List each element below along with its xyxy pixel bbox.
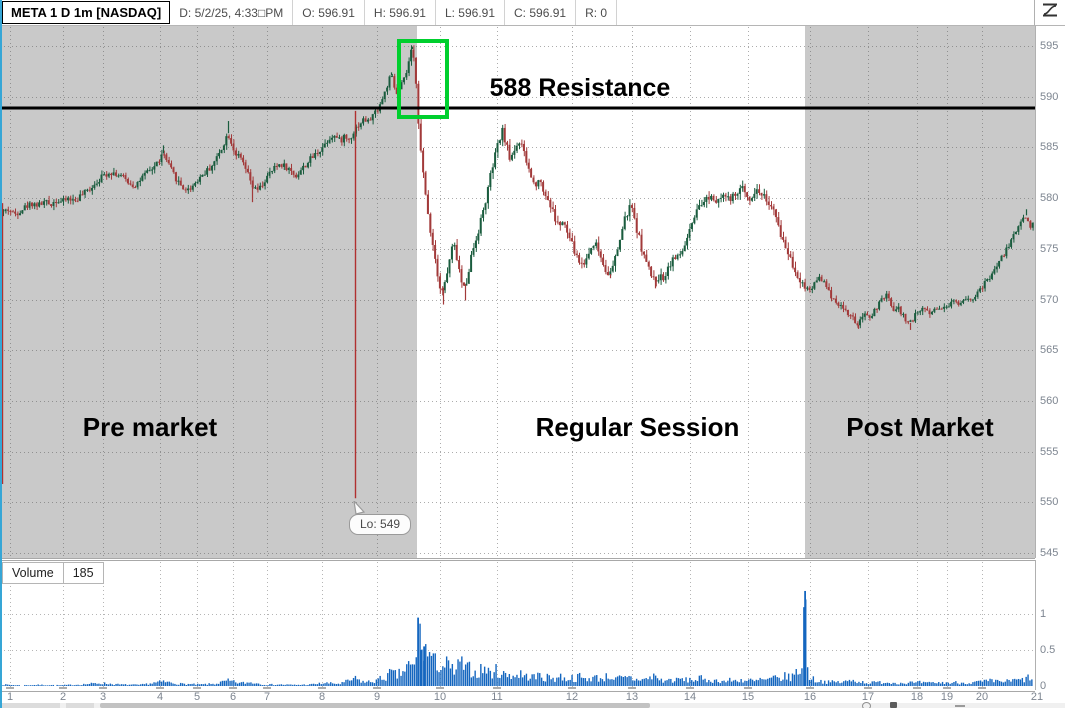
time-axis-tick (568, 687, 576, 689)
volume-chart-canvas[interactable] (0, 560, 1035, 690)
highlight-box-drawing[interactable] (397, 39, 449, 119)
time-axis-tick (913, 687, 921, 689)
postmarket-label-drawing[interactable]: Post Market (846, 412, 994, 442)
time-axis-label: 13 (625, 691, 639, 703)
scrollbar-left-segment-2[interactable] (66, 703, 94, 708)
time-axis-label: 17 (861, 691, 875, 703)
time-axis-tick (806, 687, 814, 689)
price-axis-label: 585 (1040, 141, 1059, 154)
time-axis-tick (99, 687, 107, 689)
auto-scale-button[interactable] (1034, 0, 1065, 26)
time-axis-label: 12 (565, 691, 579, 703)
low-marker-pointer (351, 499, 366, 521)
price-axis-label: 570 (1040, 293, 1059, 306)
ohlc-toolbar: META 1 D 1m [NASDAQ] D: 5/2/25, 4:33□PM … (0, 0, 1035, 26)
time-axis-tick (744, 687, 752, 689)
time-axis-label: 8 (318, 691, 326, 703)
time-axis-tick (943, 687, 951, 689)
date-value: D: 5/2/25, 4:33□PM (170, 0, 294, 25)
low-value: L: 596.91 (436, 0, 506, 25)
volume-axis-label: 0.5 (1040, 644, 1056, 656)
time-axis-label: 9 (373, 691, 381, 703)
price-axis-label: 550 (1040, 496, 1059, 509)
time-axis-label: 11 (491, 691, 503, 703)
time-axis-tick (978, 687, 986, 689)
volume-header: Volume 185 (2, 562, 104, 584)
volume-study-label[interactable]: Volume (2, 562, 64, 584)
time-axis-label: 21 (1030, 691, 1044, 703)
regular-session-label-drawing[interactable]: Regular Session (535, 412, 740, 442)
horizontal-scrollbar-thumb[interactable] (100, 703, 650, 708)
price-axis-label: 595 (1040, 40, 1059, 52)
time-axis-label: 4 (156, 691, 164, 703)
time-axis-tick (59, 687, 67, 689)
time-axis-label: 1 (6, 691, 14, 703)
time-axis-tick (493, 687, 501, 689)
candlestick-chart-canvas[interactable] (0, 25, 1035, 558)
price-axis-label: 545 (1040, 547, 1059, 559)
time-axis-label: 14 (683, 691, 697, 703)
time-axis-tick (628, 687, 636, 689)
price-axis-label: 575 (1040, 242, 1059, 255)
time-axis-label: 15 (741, 691, 755, 703)
price-axis[interactable] (1035, 25, 1065, 558)
time-axis-label: 10 (433, 691, 447, 703)
high-value: H: 596.91 (365, 0, 436, 25)
price-axis-label: 555 (1040, 445, 1059, 458)
time-axis-tick (229, 687, 237, 689)
premarket-label-drawing[interactable]: Pre market (82, 412, 218, 442)
time-axis-label: 20 (975, 691, 989, 703)
price-axis-label: 590 (1040, 90, 1059, 103)
resistance-label-drawing[interactable]: 588 Resistance (489, 74, 671, 102)
symbol-title: META 1 D 1m [NASDAQ] (2, 1, 171, 24)
time-axis-tick (373, 687, 381, 689)
volume-current-value: 185 (63, 562, 104, 584)
scroll-divider-icon (955, 705, 965, 707)
volume-axis[interactable] (1035, 560, 1065, 690)
time-axis-label: 2 (59, 691, 67, 703)
time-axis-label: 5 (193, 691, 201, 703)
scroll-indicator-icon[interactable] (862, 702, 871, 708)
price-axis-label: 560 (1040, 394, 1059, 407)
time-axis-tick (156, 687, 164, 689)
price-axis-label: 580 (1040, 192, 1059, 205)
range-value: R: 0 (576, 0, 618, 25)
window-edge-highlight (0, 0, 2, 708)
time-axis-label: 3 (99, 691, 107, 703)
chart-anchor-icon[interactable] (890, 702, 897, 708)
time-axis-tick (436, 687, 444, 689)
time-axis-tick (864, 687, 872, 689)
time-axis-label: 16 (803, 691, 817, 703)
time-axis-label: 18 (910, 691, 924, 703)
scrollbar-left-segment[interactable] (0, 703, 60, 708)
time-axis-tick (686, 687, 694, 689)
volume-axis-label: 0 (1040, 680, 1047, 692)
close-value: C: 596.91 (505, 0, 577, 25)
time-axis-tick (263, 687, 271, 689)
time-axis-tick (318, 687, 326, 689)
auto-scale-curve-icon (1041, 2, 1059, 23)
volume-axis-label: 1 (1040, 608, 1047, 620)
time-axis-label: 6 (229, 691, 237, 703)
time-axis-tick (193, 687, 201, 689)
price-axis-label: 565 (1040, 344, 1059, 357)
open-value: O: 596.91 (293, 0, 365, 25)
time-axis-label: 19 (940, 691, 954, 703)
low-marker-bubble[interactable]: Lo: 549 (349, 514, 412, 535)
time-axis-label: 7 (263, 691, 271, 703)
time-axis-tick (6, 687, 14, 689)
